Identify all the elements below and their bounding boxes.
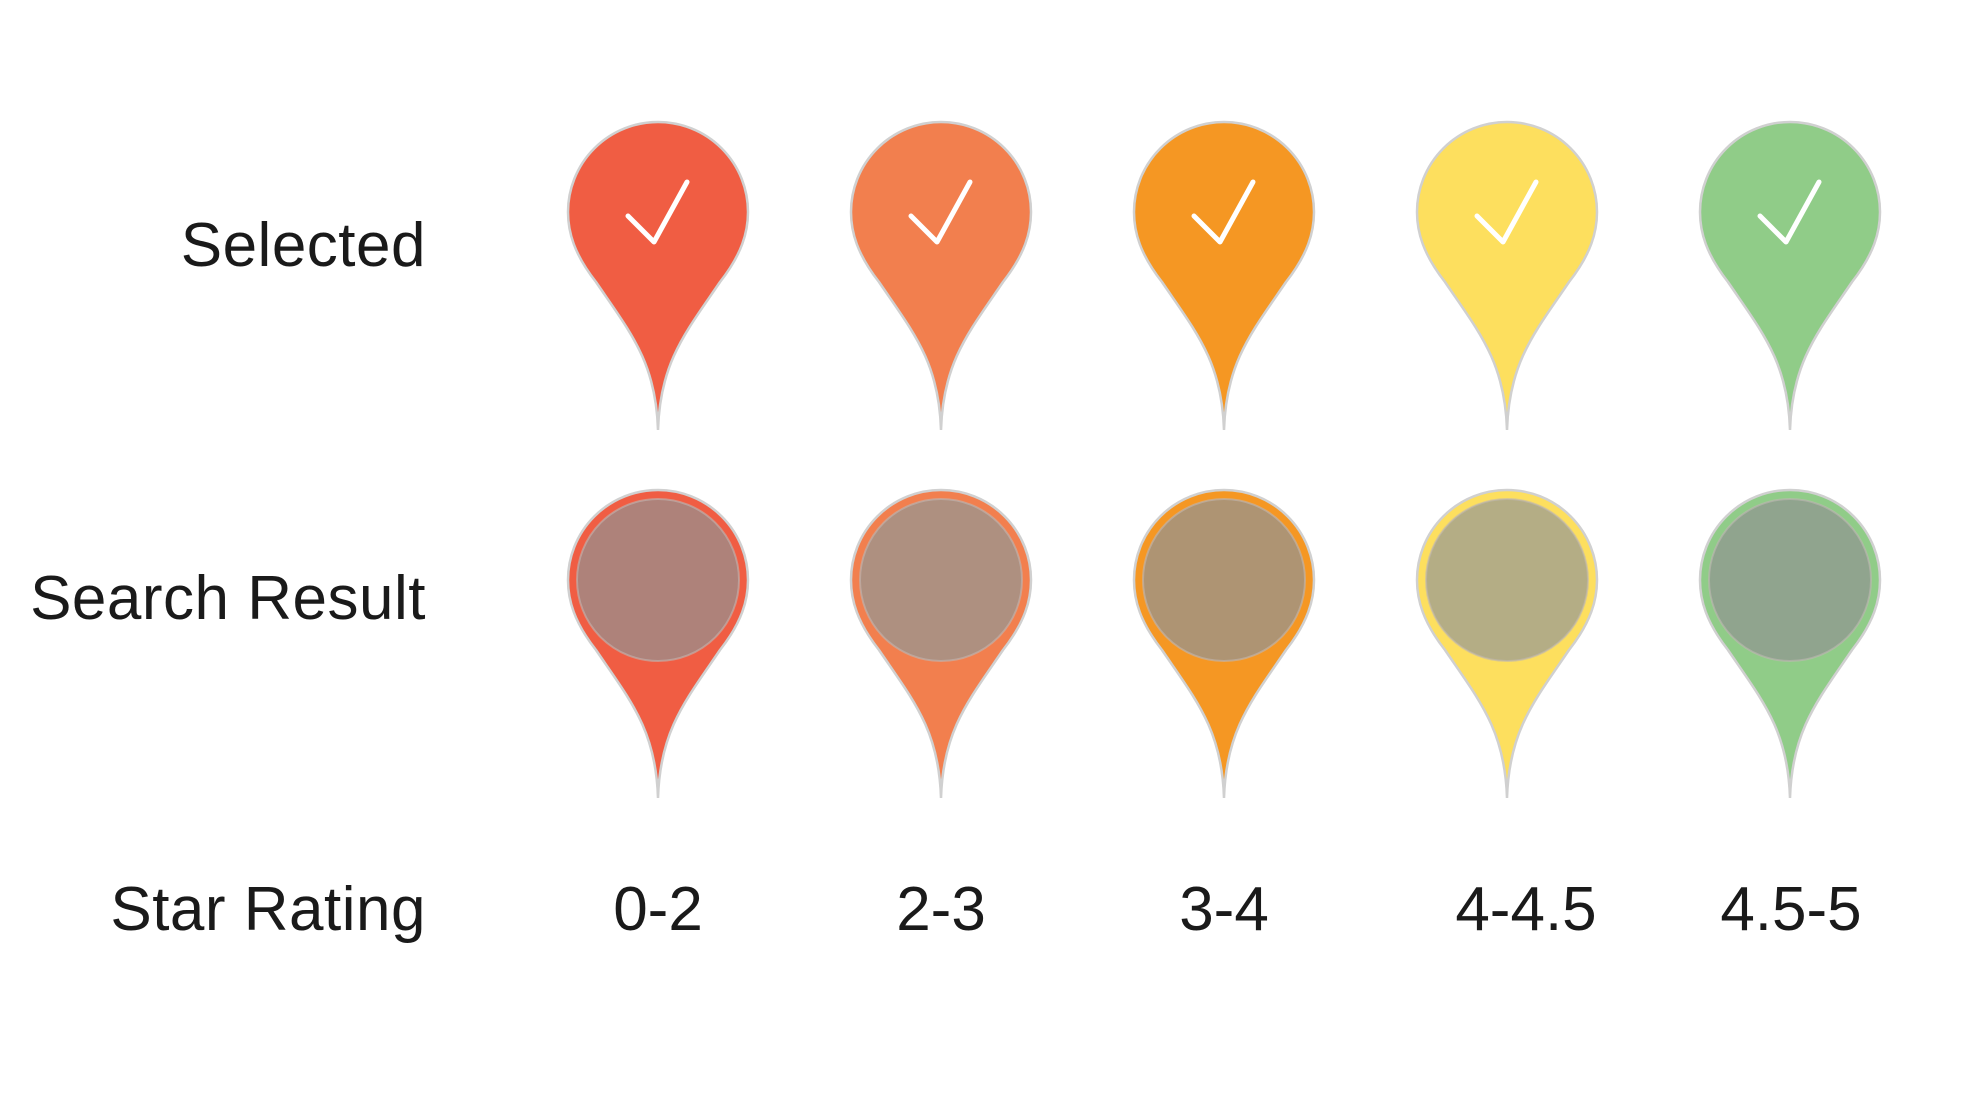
row-label-selected: Selected bbox=[180, 211, 426, 280]
search-result-pin-3 bbox=[1415, 488, 1599, 799]
selected-pin-4 bbox=[1698, 120, 1882, 431]
check-icon bbox=[625, 179, 690, 245]
search-result-pin-2 bbox=[1132, 488, 1316, 799]
map-pin-icon bbox=[1698, 120, 1882, 431]
check-icon bbox=[1757, 179, 1822, 245]
map-pin-icon bbox=[1132, 120, 1316, 431]
check-icon bbox=[1474, 179, 1539, 245]
range-label-2: 3-4 bbox=[1179, 875, 1269, 944]
search-result-pin-0 bbox=[566, 488, 750, 799]
selected-pin-0 bbox=[566, 120, 750, 431]
row-label-star-rating: Star Rating bbox=[110, 875, 426, 944]
row-label-search-result: Search Result bbox=[30, 564, 426, 633]
range-label-3: 4-4.5 bbox=[1455, 875, 1597, 944]
filled-circle-icon bbox=[1708, 498, 1872, 662]
map-pin-icon bbox=[566, 120, 750, 431]
selected-pin-1 bbox=[849, 120, 1033, 431]
map-pin-icon bbox=[849, 120, 1033, 431]
filled-circle-icon bbox=[1142, 498, 1306, 662]
selected-pin-2 bbox=[1132, 120, 1316, 431]
range-label-1: 2-3 bbox=[896, 875, 986, 944]
search-result-pin-4 bbox=[1698, 488, 1882, 799]
selected-pin-3 bbox=[1415, 120, 1599, 431]
search-result-pin-1 bbox=[849, 488, 1033, 799]
map-pin-icon bbox=[1415, 120, 1599, 431]
check-icon bbox=[908, 179, 973, 245]
filled-circle-icon bbox=[1425, 498, 1589, 662]
filled-circle-icon bbox=[859, 498, 1023, 662]
filled-circle-icon bbox=[576, 498, 740, 662]
range-label-0: 0-2 bbox=[613, 875, 703, 944]
check-icon bbox=[1191, 179, 1256, 245]
range-label-4: 4.5-5 bbox=[1720, 875, 1862, 944]
